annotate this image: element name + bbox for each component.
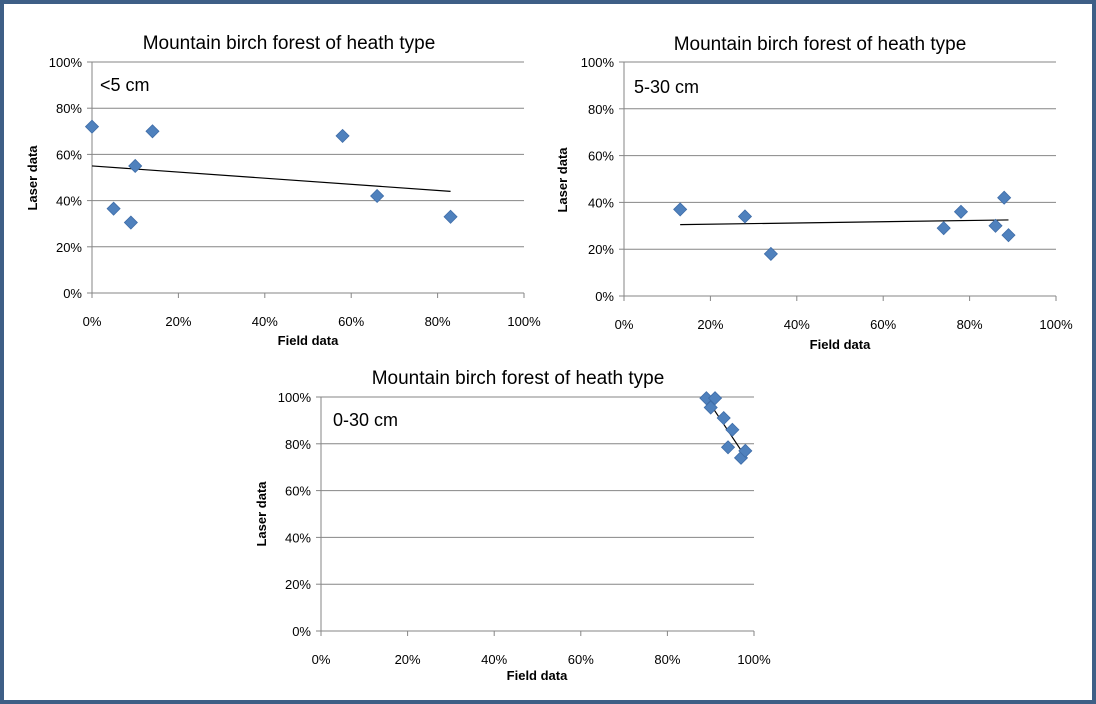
x-tick-label: 60% — [870, 317, 896, 332]
x-tick-label: 80% — [654, 652, 680, 667]
data-point — [335, 128, 350, 143]
data-point — [720, 440, 736, 455]
x-tick-label: 0% — [83, 314, 102, 329]
data-point — [703, 400, 718, 415]
x-tick-label: 100% — [507, 314, 541, 329]
x-tick-label: 60% — [338, 314, 364, 329]
trendline — [680, 219, 1009, 226]
y-tick-label: 100% — [278, 390, 312, 405]
x-tick-label: 40% — [481, 652, 507, 667]
x-tick-label: 60% — [568, 652, 594, 667]
data-point — [953, 204, 969, 219]
trendline — [91, 165, 451, 192]
y-tick-label: 100% — [581, 55, 615, 70]
data-point — [725, 422, 740, 437]
y-tick-label: 80% — [588, 102, 614, 117]
data-point — [84, 119, 100, 134]
x-tick-label: 40% — [784, 317, 810, 332]
data-point — [707, 391, 723, 406]
y-tick-label: 40% — [56, 194, 82, 209]
y-tick-label: 40% — [285, 530, 311, 545]
y-tick-label: 20% — [588, 242, 614, 257]
y-tick-label: 80% — [285, 437, 311, 452]
y-tick-label: 100% — [49, 55, 83, 70]
chart-title: Mountain birch forest of heath type — [674, 34, 967, 55]
data-point — [443, 209, 458, 224]
data-point — [370, 188, 385, 204]
x-tick-label: 100% — [737, 652, 771, 667]
data-point — [936, 221, 951, 236]
x-tick-label: 100% — [1039, 317, 1073, 332]
y-tick-label: 60% — [285, 484, 311, 499]
x-axis-label: Field data — [278, 333, 339, 348]
data-point — [106, 201, 121, 216]
y-tick-label: 20% — [285, 577, 311, 592]
y-tick-label: 20% — [56, 240, 82, 255]
y-tick-label: 40% — [588, 195, 614, 210]
y-axis-label: Laser data — [555, 147, 570, 213]
data-point — [673, 202, 688, 217]
x-tick-label: 80% — [957, 317, 983, 332]
x-tick-label: 20% — [165, 314, 191, 329]
y-tick-label: 60% — [56, 147, 82, 162]
y-tick-label: 0% — [63, 286, 82, 301]
y-tick-label: 0% — [292, 624, 311, 639]
data-point — [997, 190, 1012, 205]
data-point — [988, 218, 1003, 233]
depth-annotation: <5 cm — [100, 75, 150, 95]
y-tick-label: 80% — [56, 101, 82, 116]
data-point — [763, 246, 778, 261]
x-tick-label: 0% — [312, 652, 331, 667]
x-tick-label: 80% — [425, 314, 451, 329]
data-point — [123, 215, 138, 230]
x-tick-label: 20% — [697, 317, 723, 332]
x-tick-label: 40% — [252, 314, 278, 329]
y-axis-label: Laser data — [254, 481, 269, 547]
chart-title: Mountain birch forest of heath type — [143, 33, 436, 54]
depth-annotation: 0-30 cm — [333, 410, 398, 430]
x-tick-label: 0% — [615, 317, 634, 332]
data-point — [738, 443, 753, 458]
y-tick-label: 0% — [595, 289, 614, 304]
x-axis-label: Field data — [810, 337, 871, 352]
x-axis-label: Field data — [507, 668, 568, 683]
data-point — [716, 410, 731, 426]
y-axis-label: Laser data — [25, 145, 40, 211]
data-point — [145, 124, 160, 139]
data-point — [737, 209, 753, 224]
data-point — [128, 158, 143, 174]
x-tick-label: 20% — [395, 652, 421, 667]
chart-title: Mountain birch forest of heath type — [372, 368, 665, 389]
data-point — [1001, 228, 1016, 243]
y-tick-label: 60% — [588, 149, 614, 164]
depth-annotation: 5-30 cm — [634, 77, 699, 97]
